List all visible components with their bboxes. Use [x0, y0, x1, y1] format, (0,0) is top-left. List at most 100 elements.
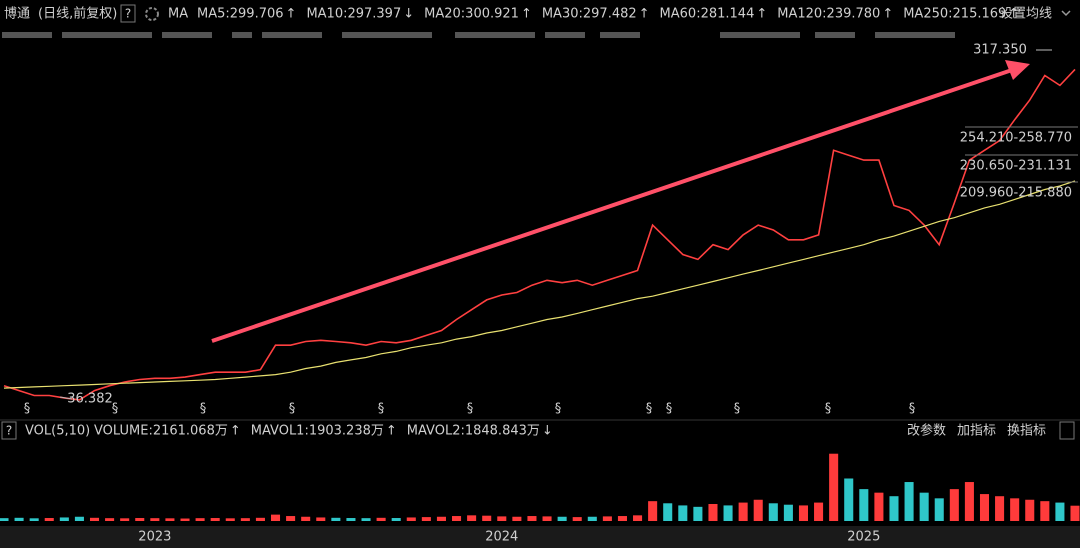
volume-bar	[286, 516, 296, 521]
volume-bar	[617, 516, 627, 521]
volume-bar	[467, 515, 477, 521]
volume-bar	[74, 516, 84, 521]
event-marker: §	[467, 402, 474, 417]
volume-bar	[633, 515, 643, 521]
settings-button[interactable]: 设置均线	[1000, 7, 1052, 22]
volume-bar	[678, 505, 688, 521]
volume-bar	[14, 517, 24, 521]
volume-bar	[406, 517, 416, 521]
vol-close[interactable]	[1059, 421, 1075, 440]
chart-mode[interactable]: (日线,前复权)	[38, 6, 117, 22]
price-plot	[3, 68, 1076, 401]
volume-bar	[904, 482, 914, 521]
volume-bar	[934, 498, 944, 521]
volume-bar	[150, 518, 160, 521]
volume-bar	[708, 504, 718, 521]
volume-bar	[798, 505, 809, 521]
x-axis-band	[0, 526, 1080, 548]
volume-bar	[1010, 498, 1020, 521]
volume-bar	[120, 518, 130, 521]
volume-bar	[602, 516, 612, 521]
vol-items: VOLUME:2161.068万 ↑ MAVOL1:1903.238万 ↑ MAVOL2…	[94, 424, 553, 439]
legend-arrow: ↓	[403, 7, 414, 22]
volume-bar	[527, 516, 537, 521]
volume-bar	[979, 494, 990, 521]
volume-bar	[361, 518, 371, 521]
volume-bar	[783, 504, 793, 521]
volume-bar	[165, 518, 175, 521]
legend-arrow: ↑	[286, 7, 297, 22]
volume-bar	[738, 502, 748, 521]
legend-arrow: ↑	[230, 424, 241, 439]
volume-bar	[316, 517, 326, 521]
volume-bar	[919, 492, 929, 521]
volume-bar	[844, 478, 854, 521]
volume-bar	[949, 489, 959, 521]
annotation: 254.210-258.770	[960, 131, 1072, 146]
annotation-pointer	[59, 396, 73, 400]
volume-bar	[497, 516, 507, 521]
event-marker: §	[289, 402, 296, 417]
volume-bar	[1055, 502, 1065, 521]
event-marker: §	[909, 402, 916, 417]
ma-label: MA	[168, 7, 188, 22]
event-marker: §	[666, 402, 673, 417]
annotation: 36.382	[67, 392, 113, 407]
price-line	[3, 68, 1076, 401]
annotation: 209.960-215.880	[960, 186, 1072, 201]
event-marker: §	[378, 402, 385, 417]
help-box[interactable]	[120, 4, 136, 23]
redacted-row	[2, 32, 955, 38]
volume-bar	[663, 503, 673, 521]
legend-item: VOLUME:2161.068万	[94, 424, 228, 439]
volume-bar	[436, 516, 446, 521]
trend-arrow	[211, 68, 1013, 343]
legend-arrow: ↑	[882, 7, 893, 22]
annotation: 230.650-231.131	[960, 159, 1072, 174]
volume-bar	[270, 514, 281, 521]
legend-item: MA60:281.144	[660, 7, 755, 22]
volume-bar	[768, 503, 778, 521]
legend-item: MA250:215.169	[903, 7, 1006, 22]
volume-bar	[255, 517, 265, 521]
volume-bar	[225, 518, 235, 521]
volume-bar	[829, 453, 839, 521]
vol-name: VOL(5,10)	[25, 424, 90, 439]
ma-items: MA5:299.706 ↑ MA10:297.397 ↓ MA20:300.921 ↑ MA…	[197, 7, 1019, 22]
event-marker: §	[734, 402, 741, 417]
volume-bar	[89, 517, 100, 521]
volume-bar	[29, 518, 39, 521]
level-lines	[965, 126, 1078, 183]
volume-bar	[814, 502, 824, 521]
x-tick-label: 2025	[847, 530, 880, 545]
volume-bar	[1070, 505, 1080, 521]
volume-bar	[964, 482, 974, 521]
volume-bar	[346, 518, 356, 521]
vol-button[interactable]: 改参数	[907, 423, 946, 439]
vol-button[interactable]: 加指标	[957, 424, 996, 439]
x-tick-label: 2024	[485, 530, 518, 545]
event-marker: §	[646, 402, 653, 417]
help[interactable]: ?	[125, 7, 131, 21]
event-marker: §	[555, 402, 562, 417]
legend-item: MA10:297.397	[306, 7, 401, 22]
volume-bar	[1025, 499, 1035, 521]
legend-item: MA20:300.921	[424, 7, 519, 22]
legend-item: MAVOL2:1848.843万	[407, 424, 540, 439]
vol-help[interactable]: ?	[6, 424, 12, 438]
volume-bar	[135, 518, 145, 521]
volume-bar	[512, 516, 522, 521]
legend-arrow: ↑	[521, 7, 532, 22]
volume-bar	[572, 517, 582, 521]
dropdown-arrow[interactable]	[1061, 10, 1071, 17]
volume-bar	[859, 489, 869, 521]
volume-bar	[421, 517, 431, 521]
vol-button[interactable]: 换指标	[1007, 424, 1046, 439]
legend-arrow: ↑	[1008, 7, 1019, 22]
legend-item: MA120:239.780	[777, 7, 880, 22]
settings-icon[interactable]	[145, 7, 159, 21]
volume-bar	[195, 518, 205, 521]
x-tick-label: 2023	[138, 530, 171, 545]
vol-help-box[interactable]	[1, 421, 17, 440]
